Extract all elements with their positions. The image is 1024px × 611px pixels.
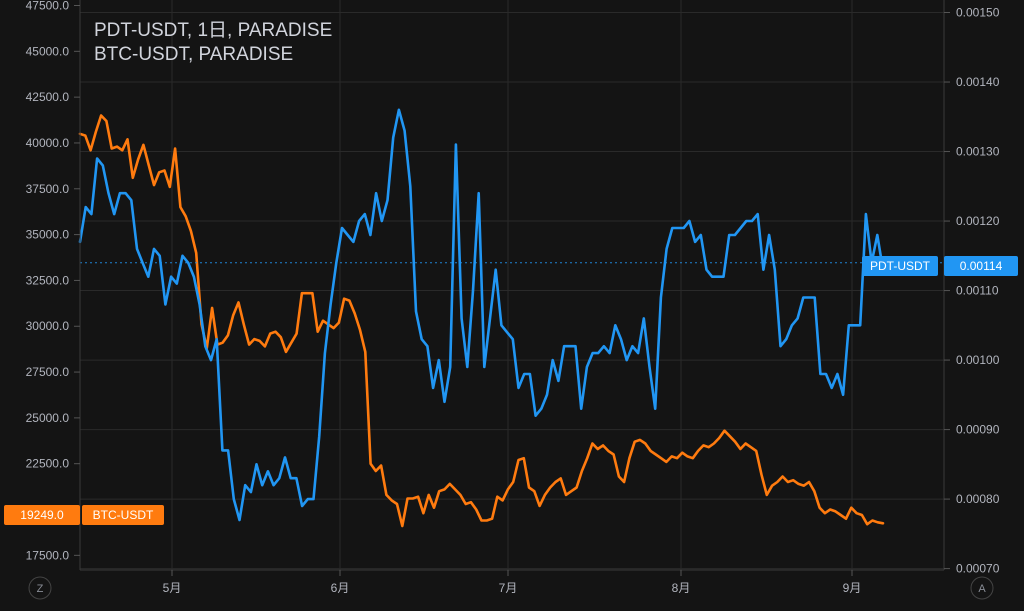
right-tick-label: 0.00090: [956, 423, 1000, 437]
left-tick-label: 35000.0: [26, 228, 70, 242]
auto-scale-left-label: Z: [37, 583, 44, 595]
left-tick-label: 30000.0: [26, 319, 70, 333]
left-tick-label: 27500.0: [26, 365, 70, 379]
right-tick-label: 0.00070: [956, 562, 1000, 576]
left-tick-label: 17500.0: [26, 548, 70, 562]
x-tick-label: 6月: [331, 581, 350, 595]
btc-value-tag: [4, 505, 80, 525]
left-tick-label: 32500.0: [26, 273, 70, 287]
left-tick-label: 45000.0: [26, 44, 70, 58]
btc-name-label: BTC-USDT: [93, 508, 154, 522]
right-tick-label: 0.00110: [956, 284, 999, 298]
pdt-name-tag: [862, 256, 938, 276]
left-tick-label: 22500.0: [26, 457, 70, 471]
right-tick-label: 0.00080: [956, 492, 1000, 506]
time-axis[interactable]: 5月 6月 7月 8月 9月: [163, 570, 862, 595]
x-tick-label: 5月: [163, 581, 182, 595]
series-line-pdt-usdt[interactable]: [78, 108, 885, 522]
auto-scale-right-label: A: [978, 583, 986, 595]
left-tick-label: 25000.0: [26, 411, 70, 425]
btc-value-label: 19249.0: [20, 508, 64, 522]
right-tick-label: 0.00130: [956, 145, 1000, 159]
auto-scale-right-button[interactable]: A: [970, 576, 994, 600]
right-tick-label: 0.00100: [956, 353, 1000, 367]
pdt-name-label: PDT-USDT: [870, 259, 931, 273]
pdt-value-tag: [944, 256, 1018, 276]
left-tick-label: 40000.0: [26, 136, 70, 150]
legend-btc[interactable]: BTC-USDT, PARADISE: [94, 44, 293, 65]
left-tick-label: 47500.0: [26, 0, 70, 12]
left-tick-label: 42500.0: [26, 90, 70, 104]
right-tick-label: 0.00120: [956, 214, 1000, 228]
pdt-last-value-tags: PDT-USDT 0.00114: [862, 256, 1018, 276]
btc-last-value-tags: 19249.0 BTC-USDT: [4, 505, 164, 525]
right-axis[interactable]: 0.00070 0.00080 0.00090 0.00100 0.00110 0.001…: [944, 6, 1000, 576]
grid-lines: [80, 0, 944, 570]
series-layer: [78, 108, 885, 528]
series-line-btc-usdt[interactable]: [78, 114, 885, 528]
auto-scale-right-circle: [970, 576, 994, 600]
pdt-value-label: 0.00114: [960, 259, 1003, 273]
right-tick-label: 0.00140: [956, 75, 1000, 89]
x-tick-label: 8月: [672, 581, 691, 595]
legend-pdt[interactable]: PDT-USDT, 1日, PARADISE: [94, 20, 332, 41]
x-tick-label: 9月: [843, 581, 862, 595]
auto-scale-left-circle: [28, 576, 52, 600]
right-tick-label: 0.00150: [956, 6, 1000, 20]
auto-scale-left-button[interactable]: Z: [28, 576, 52, 600]
left-tick-label: 37500.0: [26, 182, 70, 196]
x-tick-label: 7月: [499, 581, 518, 595]
btc-name-tag: [82, 505, 164, 525]
